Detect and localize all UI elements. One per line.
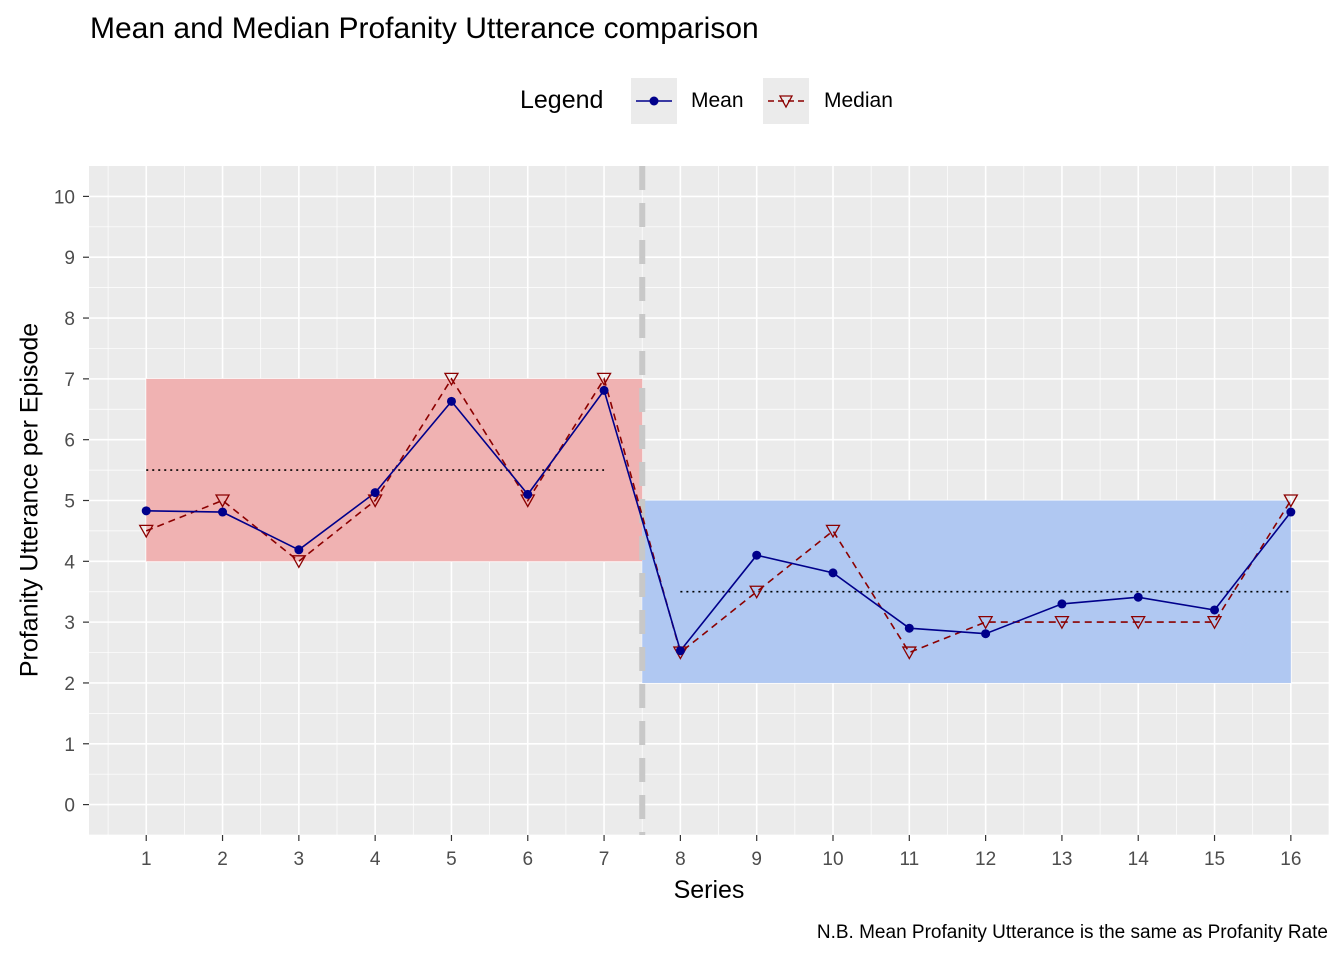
mean-point [446,396,456,406]
mean-point [294,545,304,555]
y-tick-label: 3 [64,613,75,634]
y-tick-label: 4 [64,552,75,573]
x-tick-label: 8 [675,849,686,870]
median-point [978,615,994,630]
y-tick-label: 10 [54,187,75,208]
x-tick-label: 14 [1128,849,1150,870]
mean-point [828,568,838,578]
median-point [1206,615,1223,630]
y-tick-label: 5 [64,492,75,513]
mean-point [981,629,991,639]
range-band-2 [642,500,1291,683]
x-tick-label: 10 [822,849,843,870]
y-axis-label: Profanity Utterance per Episode [15,322,44,678]
mean-point [752,550,762,560]
y-tick-label: 0 [64,796,75,817]
mean-point [1210,605,1220,615]
y-tick-label: 6 [64,431,75,452]
x-tick-label: 13 [1051,849,1072,870]
x-tick-label: 15 [1204,849,1225,870]
x-tick-label: 1 [141,849,152,870]
y-tick-label: 7 [64,370,75,391]
legend-key-mean [631,78,677,124]
x-tick-label: 2 [217,849,228,870]
mean-point [1286,507,1296,517]
x-tick-label: 16 [1280,849,1301,870]
y-tick-label: 8 [64,309,75,330]
median-point [138,524,154,539]
median-series-line [145,376,1292,654]
legend-key-median [763,78,809,124]
legend-title: Legend [520,86,604,114]
median-point [749,585,765,600]
y-tick-label: 9 [64,248,75,269]
mean-point [599,385,609,395]
legend-label-mean: Mean [691,89,744,112]
x-tick-label: 4 [370,849,381,870]
mean-point [523,489,533,499]
mean-point [675,646,685,656]
chart-caption: N.B. Mean Profanity Utterance is the sam… [816,922,1328,943]
median-point [1054,615,1070,630]
median-point [1130,615,1146,630]
chart-title: Mean and Median Profanity Utterance comp… [90,12,759,45]
legend-label-median: Median [824,89,893,112]
x-axis-label: Series [673,876,745,904]
x-tick-label: 7 [599,849,610,870]
median-point [443,372,460,387]
x-tick-label: 3 [294,849,305,870]
x-tick-label: 11 [899,849,919,870]
x-tick-label: 6 [522,849,533,870]
median-point [291,555,307,569]
x-tick-label: 9 [751,849,762,870]
y-tick-label: 2 [64,674,75,695]
mean-point [141,506,151,516]
y-tick-label: 1 [64,735,75,756]
median-point [901,646,917,660]
x-tick-label: 5 [446,849,457,870]
mean-point [1133,592,1143,602]
mean-point [370,488,380,498]
median-point [596,372,612,387]
median-point [214,494,231,508]
mean-point [904,623,914,633]
mean-point [1057,599,1067,609]
mean-point [218,507,228,517]
median-point [1283,494,1299,508]
mean-series-line [146,388,1292,653]
median-point [825,524,841,539]
x-tick-label: 12 [975,849,996,870]
